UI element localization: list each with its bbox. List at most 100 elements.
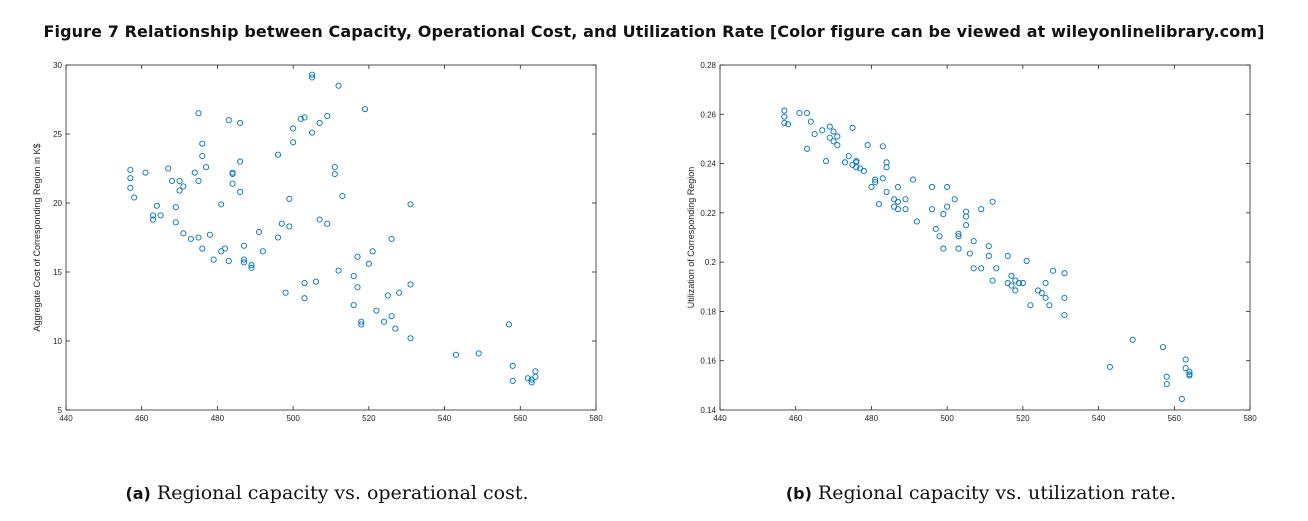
chart-a-data-point xyxy=(509,362,516,369)
chart-a-data-point xyxy=(210,256,217,263)
chart-b-data-point xyxy=(1061,270,1068,277)
chart-a-data-point xyxy=(225,117,232,124)
chart-b-data-point xyxy=(811,130,818,138)
chart-b-data-point xyxy=(1061,294,1068,301)
chart-b-data-point xyxy=(879,175,886,182)
chart-a-y-tick-label: 20 xyxy=(53,199,62,208)
chart-a-data-point xyxy=(195,177,202,184)
chart-a-y-axis-label: Aggregate Cost of Corresponding Region i… xyxy=(32,143,42,331)
chart-a-x-tick-label: 560 xyxy=(514,414,528,423)
chart-a-axes-box xyxy=(65,64,597,411)
chart-b-data-point xyxy=(853,164,860,171)
chart-b-data-point xyxy=(955,230,962,237)
chart-a-data-point xyxy=(350,302,357,309)
chart-a-data-point xyxy=(509,377,516,385)
chart-a-data-point xyxy=(528,379,535,386)
chart-b-data-point xyxy=(944,183,951,191)
chart-b-data-point xyxy=(1016,280,1023,287)
chart-b-data-point xyxy=(872,176,879,183)
chart-a-data-point xyxy=(354,253,361,260)
chart-a-data-point xyxy=(388,313,395,320)
chart-a-y-tick-label: 30 xyxy=(53,61,62,70)
chart-b-data-point xyxy=(804,110,811,117)
chart-b-x-tick-label: 580 xyxy=(1243,414,1257,423)
chart-b-x-tick-label: 500 xyxy=(940,414,954,423)
chart-b-data-point xyxy=(883,188,890,195)
chart-b-y-tick-label: 0.28 xyxy=(700,61,716,70)
chart-b-data-point xyxy=(1004,280,1011,287)
chart-b-x-tick-label: 540 xyxy=(1092,414,1106,423)
chart-b-data-point xyxy=(1046,302,1053,309)
chart-b-data-point xyxy=(936,233,943,240)
chart-b-data-point xyxy=(875,201,883,208)
chart-a-data-point xyxy=(301,295,308,302)
chart-a-data-point xyxy=(218,201,225,208)
chart-b-data-point xyxy=(1008,272,1015,279)
chart-a-data-point xyxy=(358,321,365,328)
chart-b-data-point xyxy=(1106,363,1113,370)
chart-b-data-point xyxy=(902,196,909,203)
chart-a-data-point xyxy=(225,257,232,265)
chart-a-data-point xyxy=(290,139,297,146)
chart-b-data-point xyxy=(781,107,788,114)
chart-b-data-point xyxy=(894,183,901,191)
chart-a-data-point xyxy=(354,284,361,291)
chart-b-data-point xyxy=(872,179,879,186)
chart-a-data-point xyxy=(373,307,380,314)
chart-a-data-point xyxy=(206,231,213,238)
chart-a-data-point xyxy=(301,114,308,121)
chart-a-data-point xyxy=(203,164,210,171)
chart-a-data-point xyxy=(237,119,244,127)
chart-b-data-point xyxy=(894,206,901,213)
chart-b-y-tick-label: 0.16 xyxy=(700,357,716,366)
chart-a-x-tick-label: 520 xyxy=(362,414,376,423)
chart-a-data-point xyxy=(358,318,365,325)
chart-b-data-point xyxy=(830,138,837,145)
chart-a-data-point xyxy=(229,170,236,178)
chart-b-data-point xyxy=(804,145,811,152)
chart-b-data-point xyxy=(913,218,920,225)
chart-a-data-point xyxy=(180,183,187,190)
chart-a-data-point xyxy=(286,195,293,202)
chart-b-data-point xyxy=(864,142,871,149)
chart-b-data-point xyxy=(1159,344,1166,351)
chart-a-data-point xyxy=(505,321,512,328)
chart-a-data-point xyxy=(168,177,176,184)
chart-b-data-point xyxy=(902,206,909,213)
chart-b-data-point xyxy=(940,211,947,218)
chart-a-data-point xyxy=(240,242,247,249)
chart-b-data-point xyxy=(955,233,962,240)
chart-a-data-point xyxy=(142,169,149,176)
chart-a-data-point xyxy=(274,151,282,158)
chart-a-x-tick-label: 480 xyxy=(211,414,225,423)
chart-b-data-point xyxy=(932,225,939,232)
chart-a-data-point xyxy=(274,234,282,241)
chart-b-data-point xyxy=(1163,373,1170,380)
chart-a-data-point xyxy=(127,184,134,191)
chart-a-data-point xyxy=(388,235,395,242)
chart-b-y-tick-label: 0.14 xyxy=(700,406,716,415)
chart-b-data-point xyxy=(785,121,792,128)
chart-a-data-point xyxy=(195,234,202,241)
chart-a-data-point xyxy=(150,216,157,223)
chart-a-data-point xyxy=(365,260,372,267)
chart-a-y-tick-label: 10 xyxy=(53,337,62,346)
chart-a-x-tick-label: 580 xyxy=(589,414,603,423)
chart-a-data-point xyxy=(297,115,304,122)
chart-b-data-point xyxy=(1186,372,1193,379)
chart-a-data-point xyxy=(331,164,338,171)
chart-a-data-point xyxy=(407,335,414,342)
chart-a-data-point xyxy=(153,202,160,209)
chart-a-data-point xyxy=(180,230,187,237)
chart-a-x-tick-label: 500 xyxy=(286,414,300,423)
chart-a-data-point xyxy=(282,289,289,296)
chart-a-y-tick-label: 25 xyxy=(53,130,62,139)
chart-b-data-point xyxy=(807,118,814,125)
chart-a-data-point xyxy=(165,165,172,172)
chart-a-data-point xyxy=(199,140,206,147)
chart-a-y-tick-label: 15 xyxy=(53,268,62,277)
chart-b-data-point xyxy=(1038,289,1045,296)
chart-b-utilization-vs-capacity: 440 460 480 500 520 540 560 580 0.14 0.16 0.18 0.2 0… xyxy=(686,61,1257,423)
chart-a-data-point xyxy=(350,273,357,280)
chart-b-data-point xyxy=(826,134,833,141)
